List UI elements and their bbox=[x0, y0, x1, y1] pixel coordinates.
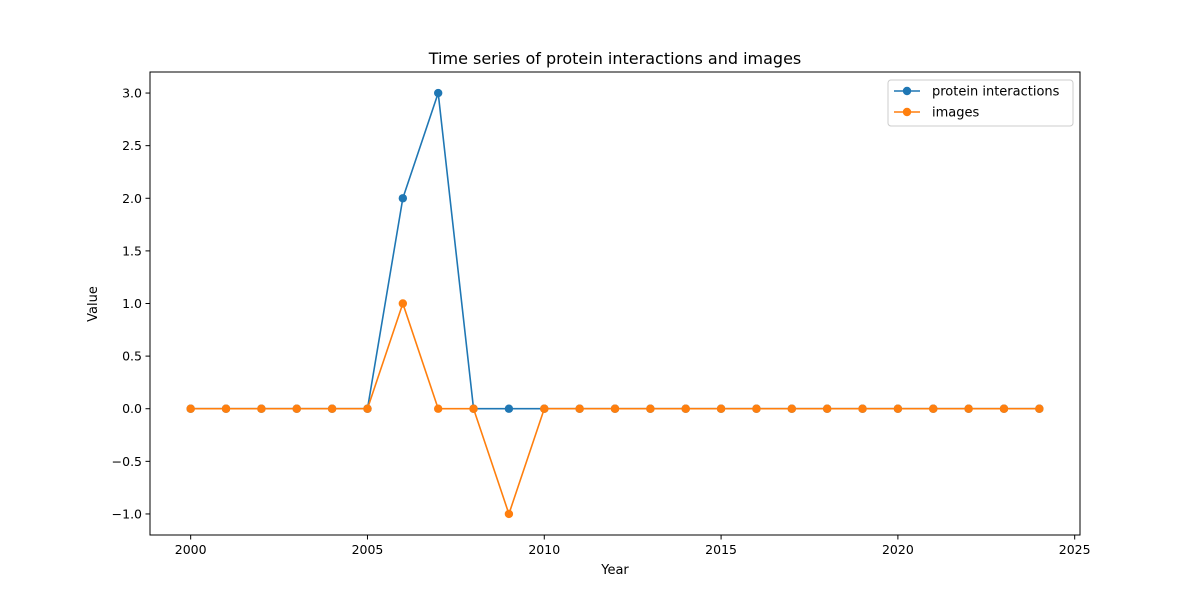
series-2-point bbox=[787, 404, 797, 413]
axes-frame bbox=[149, 71, 1081, 536]
x-tick-label: 2025 bbox=[1059, 542, 1091, 557]
series-2-point bbox=[433, 404, 443, 413]
legend-label-1: protein interactions bbox=[932, 85, 1060, 100]
y-tick-label: 0.5 bbox=[122, 349, 142, 364]
y-tick-label: −0.5 bbox=[112, 454, 142, 469]
series-1-point bbox=[433, 88, 443, 98]
series-2-point bbox=[610, 404, 620, 413]
y-tick-label: 0.0 bbox=[122, 401, 142, 416]
series-2-point bbox=[575, 404, 584, 413]
y-axis-label: Value bbox=[86, 286, 101, 322]
y-tick-label: 1.5 bbox=[122, 243, 142, 258]
x-tick-label: 2010 bbox=[528, 542, 560, 557]
series-2-point bbox=[221, 404, 231, 413]
chart-title: Time series of protein interactions and … bbox=[428, 49, 802, 68]
legend-box bbox=[887, 79, 1074, 127]
series-2-point bbox=[1035, 404, 1044, 413]
legend-marker-1 bbox=[902, 86, 912, 96]
plot-area: 2000 2005 2010 2015 2020 2025 −1.0 −0.5 0.0 0.5 1.… bbox=[112, 71, 1091, 557]
y-tick-label: 2.5 bbox=[122, 138, 142, 153]
series-2-point bbox=[964, 404, 973, 413]
series-1-point bbox=[398, 194, 408, 203]
series-2-point bbox=[540, 404, 549, 413]
series-2-point bbox=[469, 404, 478, 413]
series-2-point bbox=[752, 404, 761, 413]
series-2-point bbox=[929, 404, 938, 413]
x-tick-label: 2000 bbox=[175, 542, 207, 557]
series-2-point bbox=[822, 404, 832, 413]
series-2-point bbox=[999, 404, 1009, 413]
series-2-point bbox=[646, 404, 655, 413]
series-2-point bbox=[681, 404, 690, 413]
x-axis-label: Year bbox=[600, 563, 629, 578]
x-tick-label: 2015 bbox=[705, 542, 737, 557]
legend-label-2: images bbox=[932, 106, 979, 121]
legend: protein interactions images bbox=[887, 79, 1074, 127]
series-2-point bbox=[716, 404, 726, 413]
y-tick-label: 2.0 bbox=[122, 191, 142, 206]
series-2-point bbox=[504, 509, 514, 519]
series-1-point bbox=[504, 404, 514, 413]
series-2-point bbox=[327, 404, 337, 413]
y-tick-label: −1.0 bbox=[112, 506, 142, 521]
series-2-point bbox=[257, 404, 266, 413]
series-2-point bbox=[363, 404, 372, 413]
series-2-point bbox=[186, 404, 195, 413]
x-tick-label: 2020 bbox=[882, 542, 914, 557]
series-2-point bbox=[398, 299, 408, 308]
series-2-point bbox=[292, 404, 301, 413]
y-tick-label: 3.0 bbox=[122, 86, 142, 101]
series-2-point bbox=[858, 404, 867, 413]
series-2-point bbox=[893, 404, 903, 413]
legend-marker-2 bbox=[902, 107, 912, 117]
y-tick-label: 1.0 bbox=[122, 296, 142, 311]
x-tick-label: 2005 bbox=[352, 542, 384, 557]
